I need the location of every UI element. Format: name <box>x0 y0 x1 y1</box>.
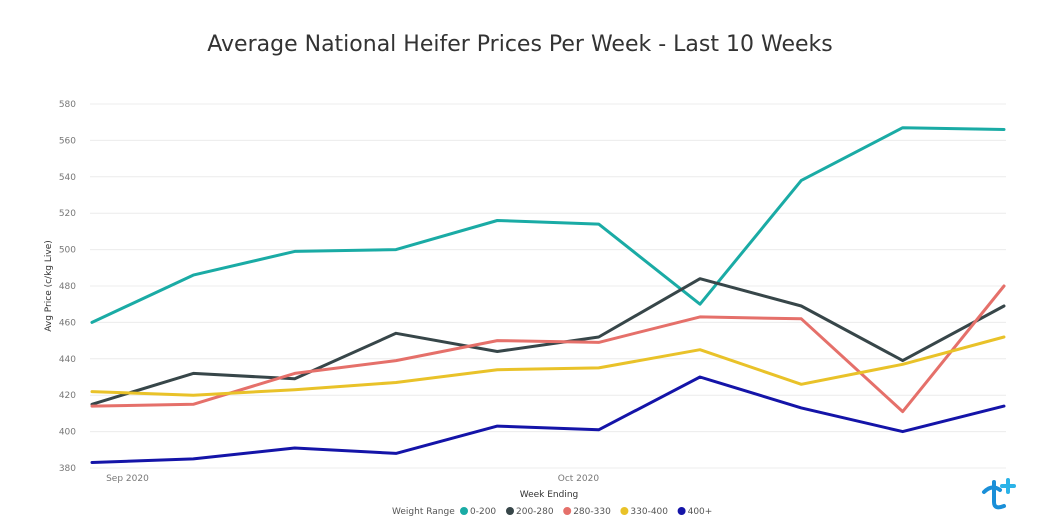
legend-marker <box>460 507 468 515</box>
series-line-200-280 <box>90 277 1006 406</box>
legend-item-label: 0-200 <box>470 507 496 517</box>
y-tick-label: 540 <box>59 173 76 183</box>
y-tick-label: 400 <box>59 428 76 438</box>
x-tick-label: Oct 2020 <box>558 474 600 484</box>
y-tick-label: 420 <box>59 391 76 401</box>
x-tick-label: Sep 2020 <box>106 474 149 484</box>
x-axis-ticks: Sep 2020 Oct 2020 <box>106 474 599 484</box>
brand-logo-icon <box>982 478 1016 510</box>
legend-item-label: 330-400 <box>630 507 668 517</box>
legend-item-label: 400+ <box>688 507 713 517</box>
y-tick-label: 580 <box>59 100 76 110</box>
x-axis-label: Week Ending <box>520 490 579 500</box>
y-tick-label: 460 <box>59 318 76 328</box>
y-tick-label: 560 <box>59 136 76 146</box>
series-line-280-330 <box>90 284 1006 414</box>
y-tick-label: 380 <box>59 464 76 474</box>
series-line-400+ <box>90 375 1006 464</box>
legend-title: Weight Range <box>392 507 455 517</box>
y-tick-label: 480 <box>59 282 76 292</box>
y-axis-label: Avg Price (c/kg Live) <box>44 240 54 332</box>
legend-marker <box>506 507 514 515</box>
series-line-0-200 <box>90 126 1006 324</box>
y-axis-ticks: 380 400 420 440 460 480 500 520 540 560 580 <box>59 100 76 474</box>
legend-item-label: 280-330 <box>573 507 611 517</box>
y-tick-label: 440 <box>59 355 76 365</box>
series-lines <box>90 126 1006 464</box>
y-tick-label: 500 <box>59 246 76 256</box>
gridlines <box>90 103 1006 469</box>
legend-item-label: 200-280 <box>516 507 554 517</box>
y-tick-label: 520 <box>59 209 76 219</box>
series-line-330-400 <box>90 335 1006 397</box>
legend: Weight Range 0-200 200-280 280-330 330-400 40… <box>392 507 712 517</box>
legend-marker <box>620 507 629 515</box>
chart-title: Average National Heifer Prices Per Week … <box>207 32 833 57</box>
legend-marker <box>677 507 686 515</box>
legend-marker <box>563 507 572 515</box>
